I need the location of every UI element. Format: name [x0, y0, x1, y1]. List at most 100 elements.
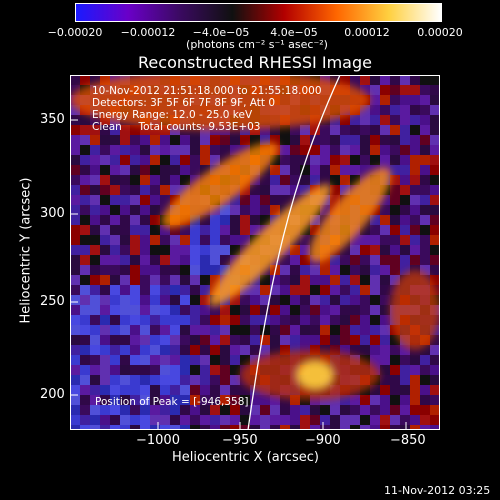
image-pixel: [390, 75, 400, 85]
image-pixel: [170, 335, 180, 345]
image-pixel: [270, 155, 280, 165]
image-pixel: [110, 165, 120, 175]
image-pixel: [80, 265, 90, 275]
image-pixel: [350, 265, 360, 275]
image-pixel: [70, 315, 80, 325]
image-pixel: [390, 385, 400, 395]
emission-ridge-3: [309, 167, 391, 263]
image-pixel: [160, 245, 170, 255]
image-pixel: [430, 115, 440, 125]
image-pixel: [160, 315, 170, 325]
image-pixel: [190, 275, 200, 285]
image-pixel: [380, 115, 390, 125]
colorbar-tick-3: −4.0e−05: [192, 26, 250, 39]
image-pixel: [80, 345, 90, 355]
image-pixel: [320, 315, 330, 325]
image-pixel: [140, 375, 150, 385]
image-pixel: [320, 285, 330, 295]
image-pixel: [100, 255, 110, 265]
image-pixel: [200, 265, 210, 275]
image-pixel: [420, 215, 430, 225]
image-pixel: [160, 365, 170, 375]
image-pixel: [80, 385, 90, 395]
image-pixel: [260, 425, 270, 430]
image-pixel: [140, 225, 150, 235]
image-pixel: [80, 215, 90, 225]
image-pixel: [140, 165, 150, 175]
image-pixel: [220, 345, 230, 355]
image-pixel: [420, 405, 430, 415]
image-pixel: [170, 295, 180, 305]
image-pixel: [420, 105, 430, 115]
image-pixel: [70, 205, 80, 215]
image-pixel: [70, 305, 80, 315]
image-pixel: [340, 345, 350, 355]
image-pixel: [260, 195, 270, 205]
image-pixel: [350, 405, 360, 415]
image-pixel: [430, 105, 440, 115]
image-pixel: [160, 325, 170, 335]
image-pixel: [430, 245, 440, 255]
image-pixel: [200, 415, 210, 425]
image-pixel: [120, 345, 130, 355]
image-pixel: [430, 225, 440, 235]
image-pixel: [150, 165, 160, 175]
image-pixel: [70, 165, 80, 175]
image-pixel: [370, 125, 380, 135]
image-pixel: [130, 305, 140, 315]
image-pixel: [170, 245, 180, 255]
image-pixel: [220, 125, 230, 135]
image-pixel: [410, 195, 420, 205]
image-pixel: [210, 375, 220, 385]
image-pixel: [400, 245, 410, 255]
image-pixel: [300, 185, 310, 195]
image-pixel: [230, 235, 240, 245]
image-pixel: [280, 125, 290, 135]
image-pixel: [200, 285, 210, 295]
image-pixel: [380, 275, 390, 285]
image-pixel: [180, 325, 190, 335]
image-pixel: [100, 135, 110, 145]
image-pixel: [90, 265, 100, 275]
colorbar-gradient: [76, 4, 441, 21]
image-pixel: [350, 235, 360, 245]
image-pixel: [380, 245, 390, 255]
image-pixel: [320, 415, 330, 425]
image-pixel: [360, 325, 370, 335]
image-pixel: [70, 325, 80, 335]
image-pixel: [190, 325, 200, 335]
image-pixel: [390, 205, 400, 215]
image-pixel: [200, 365, 210, 375]
image-pixel: [90, 325, 100, 335]
image-pixel: [200, 165, 210, 175]
image-pixel: [80, 155, 90, 165]
image-pixel: [410, 205, 420, 215]
image-pixel: [380, 105, 390, 115]
image-pixel: [70, 255, 80, 265]
image-pixel: [280, 285, 290, 295]
image-pixel: [310, 275, 320, 285]
image-pixel: [340, 265, 350, 275]
image-pixel: [130, 215, 140, 225]
image-pixel: [330, 295, 340, 305]
image-pixel: [260, 175, 270, 185]
image-pixel: [350, 315, 360, 325]
image-pixel: [220, 135, 230, 145]
image-pixel: [110, 405, 120, 415]
image-pixel: [430, 185, 440, 195]
image-pixel: [340, 405, 350, 415]
image-pixel: [190, 425, 200, 430]
image-pixel: [190, 415, 200, 425]
image-pixel: [110, 285, 120, 295]
image-pixel: [270, 315, 280, 325]
image-pixel: [410, 415, 420, 425]
image-pixel: [290, 135, 300, 145]
image-pixel: [200, 215, 210, 225]
image-pixel: [290, 275, 300, 285]
image-pixel: [140, 355, 150, 365]
image-pixel: [250, 205, 260, 215]
image-pixel: [200, 355, 210, 365]
image-pixel: [330, 195, 340, 205]
image-pixel: [210, 205, 220, 215]
image-pixel: [70, 375, 80, 385]
